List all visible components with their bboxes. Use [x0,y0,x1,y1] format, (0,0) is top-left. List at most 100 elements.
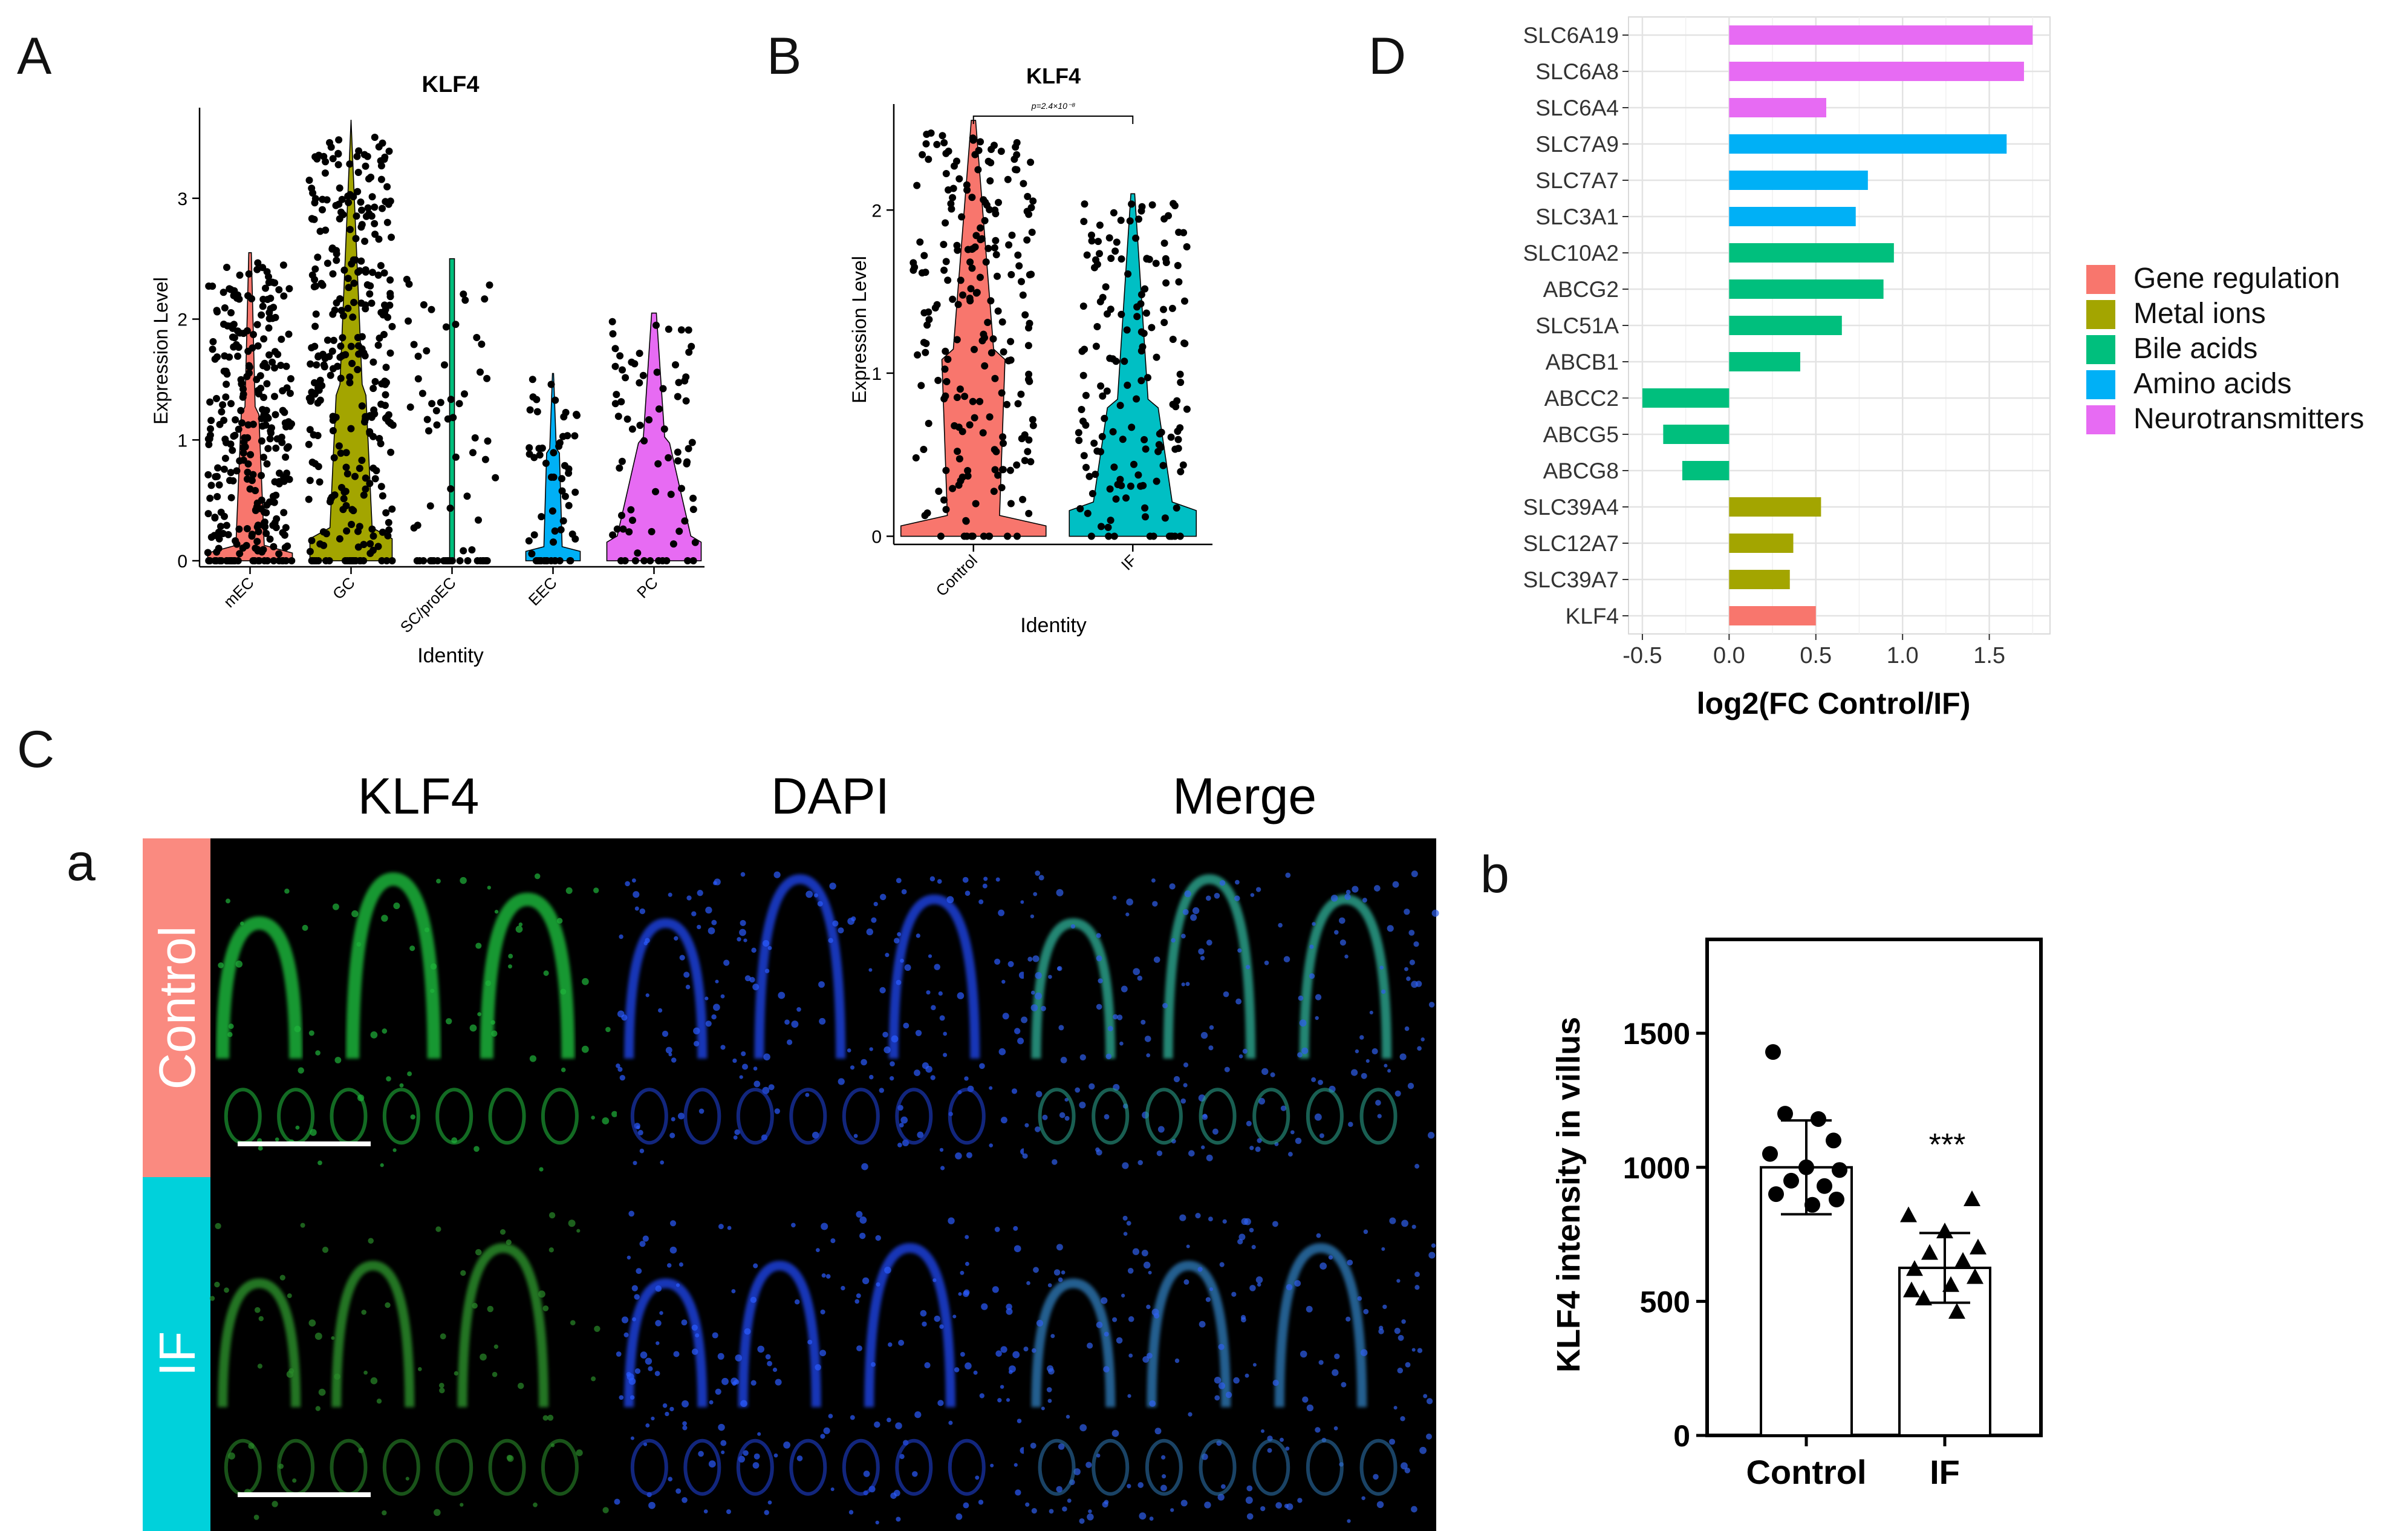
nucleus [1405,1362,1411,1368]
nucleus [828,938,833,943]
data-point [536,451,544,459]
data-point [943,377,951,385]
data-point [348,521,356,528]
nucleus [1306,1305,1313,1313]
data-point [222,393,230,401]
nucleus [1058,1277,1063,1282]
data-point [1112,495,1120,503]
data-point [1160,319,1168,327]
data-point [428,400,436,408]
data-point [674,457,682,465]
data-point [233,467,241,475]
nucleus [1148,1270,1152,1275]
data-point [1106,485,1114,493]
nucleus [741,1051,746,1057]
data-point [253,321,261,328]
data-point [265,273,272,281]
y-tick-label: SLC10A2 [1523,241,1619,266]
data-point [223,370,231,378]
data-point [942,170,950,177]
nucleus [753,1066,758,1071]
nucleus [314,1333,322,1340]
data-point [403,275,411,283]
nucleus [1234,895,1240,901]
data-point [1018,278,1025,286]
nucleus [934,1315,940,1322]
data-point [957,276,965,284]
data-point [1181,340,1189,347]
nucleus [1240,1314,1246,1320]
data-point [385,526,393,534]
nucleus [1021,1016,1028,1023]
nucleus [1128,1316,1134,1322]
nucleus [686,895,692,901]
nucleus [240,921,244,925]
nucleus [772,1367,778,1373]
nucleus [1153,1313,1160,1319]
nucleus [807,1339,813,1345]
data-point [631,557,639,564]
nucleus [783,1441,790,1449]
data-point [432,407,440,414]
nucleus [1408,930,1415,936]
nucleus [711,919,717,925]
nucleus [1116,1014,1123,1020]
nucleus [1156,1150,1163,1157]
nucleus [669,1246,677,1254]
data-point-if [1900,1206,1917,1223]
nucleus [1249,1285,1256,1291]
nucleus [830,1487,835,1492]
nucleus [636,1268,642,1275]
data-point [249,344,256,352]
nucleus [258,1316,264,1322]
data-point [442,323,450,331]
nucleus [1151,878,1156,883]
nucleus [1188,1150,1195,1157]
legend-swatch [2086,370,2115,399]
villus-outline [480,892,575,1059]
data-point [253,266,261,273]
data-point [1174,262,1182,269]
data-point [1025,370,1033,378]
nucleus [1026,1281,1030,1285]
nucleus [1414,1164,1420,1169]
nucleus [1267,1448,1272,1453]
nucleus [272,1501,278,1507]
data-point [1110,463,1118,471]
data-point [284,443,292,451]
nucleus [1199,1320,1206,1328]
nucleus [1381,1247,1385,1251]
nucleus [322,1246,329,1253]
nucleus [1186,1244,1190,1249]
data-point [1082,391,1090,399]
nucleus [334,1057,342,1063]
nucleus [1014,1245,1021,1253]
x-tick-label: Control [932,551,981,599]
data-point [940,496,948,504]
y-tick-label: 0 [871,527,882,547]
data-point [382,402,389,410]
nucleus [1125,912,1130,916]
bar-abcg5 [1663,425,1730,444]
nucleus [854,1299,859,1304]
nucleus [1000,1117,1007,1124]
villus-outline [1299,894,1392,1059]
nucleus [744,1328,751,1335]
data-point [1026,377,1033,385]
nucleus [1170,1508,1174,1512]
data-point [236,550,244,558]
data-point [954,301,962,308]
nucleus [727,1226,732,1230]
nucleus [1261,1068,1269,1076]
data-point [992,210,1000,218]
data-point [1130,460,1137,468]
crypt [842,1438,880,1496]
data-point [319,206,326,214]
data-point [1014,251,1022,259]
data-point [366,290,374,298]
nucleus [1064,1097,1069,1102]
data-point [265,308,273,316]
crypt [683,1088,721,1145]
data-point [221,512,228,520]
data-point [340,266,348,274]
